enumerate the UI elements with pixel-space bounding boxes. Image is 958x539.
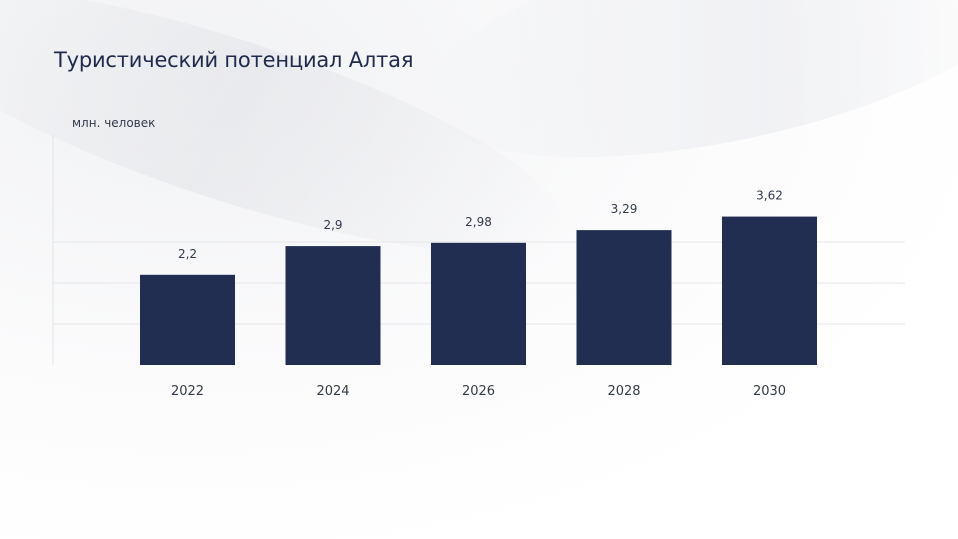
data-label: 2,9 <box>323 218 342 232</box>
bar-2028 <box>576 230 672 365</box>
chart-title: Туристический потенциал Алтая <box>54 48 414 72</box>
bar-2022 <box>140 274 235 365</box>
data-label: 2,98 <box>465 215 492 229</box>
data-label: 3,29 <box>611 202 638 216</box>
data-label: 3,62 <box>756 189 783 203</box>
x-tick-label: 2028 <box>607 384 640 399</box>
y-axis-label: млн. человек <box>72 116 156 130</box>
data-label: 2,2 <box>178 247 197 261</box>
bar-2030 <box>722 216 817 365</box>
x-tick-label: 2030 <box>753 384 786 399</box>
bar-2024 <box>285 246 381 365</box>
x-tick-label: 2024 <box>316 384 349 399</box>
x-tick-label: 2026 <box>462 384 495 399</box>
x-tick-label: 2022 <box>171 384 204 399</box>
bar-2026 <box>431 242 526 365</box>
